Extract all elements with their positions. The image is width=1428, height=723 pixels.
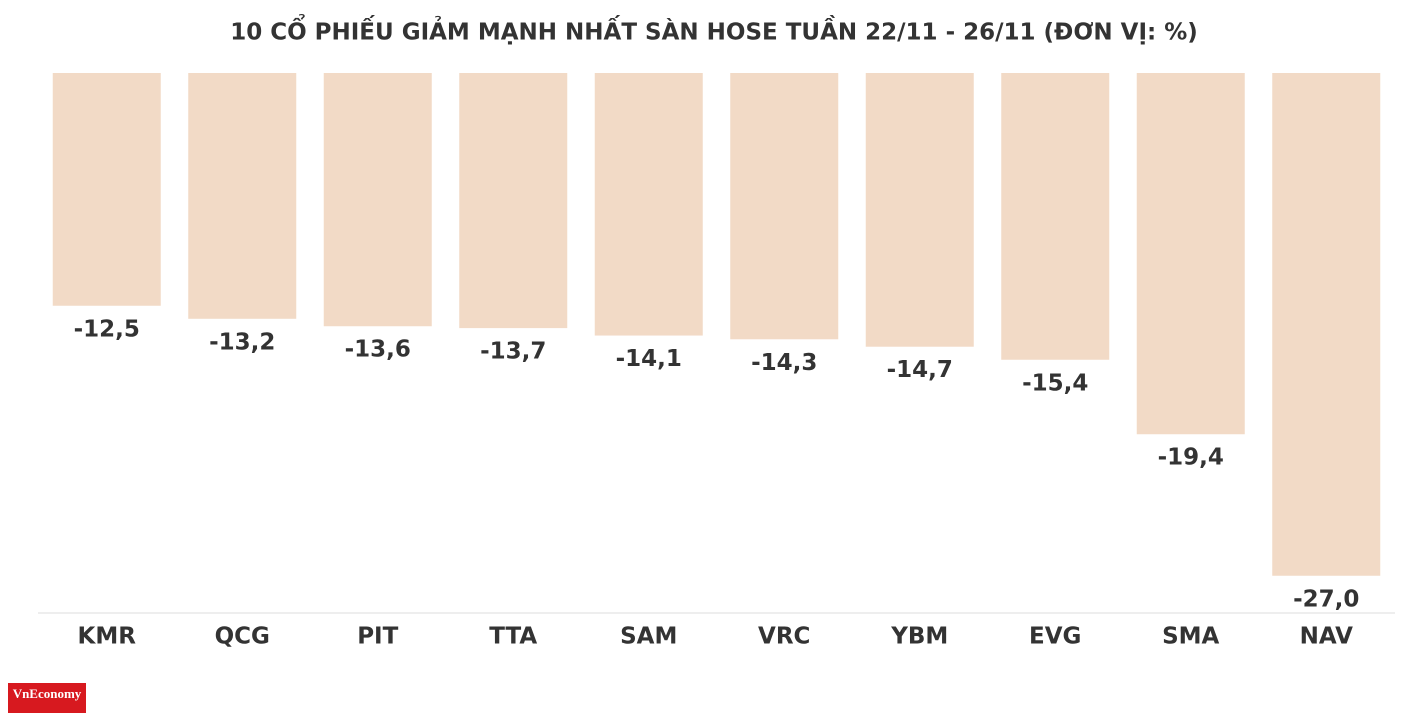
bar [459, 73, 568, 329]
bar [865, 73, 974, 347]
bar [1001, 73, 1110, 360]
value-label: -19,4 [1158, 445, 1224, 471]
value-label: -14,7 [887, 357, 953, 383]
x-tick-label: EVG [1029, 624, 1081, 650]
x-tick-label: QCG [215, 624, 270, 650]
x-tick-label: PIT [357, 624, 398, 650]
x-tick-label: YBM [890, 624, 948, 650]
bar [188, 73, 297, 319]
value-label: -13,7 [480, 339, 546, 365]
value-label: -14,1 [616, 346, 682, 372]
bar [323, 73, 432, 327]
value-label: -13,6 [345, 337, 411, 363]
logo: VnEconomy [13, 686, 82, 701]
value-label: -14,3 [751, 350, 817, 376]
chart-title: 10 CỔ PHIẾU GIẢM MẠNH NHẤT SÀN HOSE TUẦN… [230, 14, 1198, 46]
bar [1136, 73, 1245, 435]
logo-box [8, 683, 86, 713]
bar [52, 73, 161, 306]
x-tick-label: SAM [620, 624, 677, 650]
value-label: -15,4 [1022, 370, 1088, 396]
value-label: -12,5 [74, 316, 140, 342]
x-tick-label: VRC [758, 624, 810, 650]
bar [1272, 73, 1381, 576]
value-label: -27,0 [1293, 586, 1359, 612]
value-label: -13,2 [209, 329, 275, 355]
x-tick-label: TTA [489, 624, 537, 650]
x-tick-label: KMR [78, 624, 137, 650]
x-tick-label: NAV [1300, 624, 1353, 650]
bar [730, 73, 839, 340]
bar [594, 73, 703, 336]
x-tick-label: SMA [1162, 624, 1219, 650]
